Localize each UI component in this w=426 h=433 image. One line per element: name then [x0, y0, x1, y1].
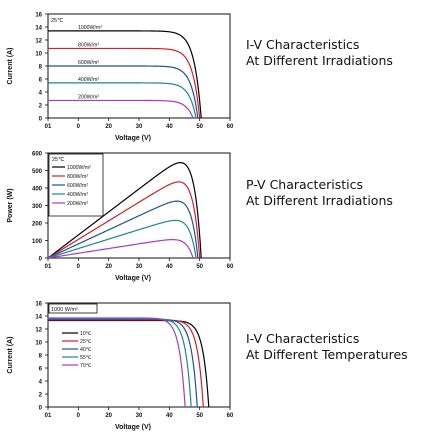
series-line-4 [48, 82, 197, 118]
x-tick-label: 01 [45, 413, 52, 419]
legend-label-5: 200W/m² [67, 201, 88, 207]
y-tick-label: 10 [35, 341, 42, 347]
series-line-5 [48, 239, 194, 258]
y-tick-label: 500 [32, 169, 43, 175]
legend-label-5: 70℃ [80, 363, 92, 369]
x-tick-label: 50 [196, 413, 203, 419]
series-line-5 [48, 317, 186, 407]
legend-label-1: 1000W/m² [67, 165, 91, 171]
caption-line-2: At Different Irradiations [246, 53, 393, 68]
x-tick-label: 50 [196, 124, 203, 130]
series-line-4 [48, 318, 192, 407]
x-tick-label: 40 [166, 413, 173, 419]
y-tick-label: 16 [35, 302, 42, 308]
series-label-3: 600W/m² [78, 60, 99, 66]
y-axis-label: Current (A) [7, 48, 14, 85]
series-line-3 [48, 200, 199, 258]
caption-iv-temperature: I-V Characteristics At Different Tempera… [246, 331, 408, 363]
legend-label-2: 800W/m² [67, 174, 88, 180]
series-line-5 [48, 99, 194, 118]
x-tick-label: 60 [227, 124, 234, 130]
legend-label-3: 600W/m² [67, 183, 88, 189]
series-label-1: 1000W/m² [78, 25, 102, 31]
y-tick-label: 14 [35, 315, 42, 321]
series-label-2: 800W/m² [78, 42, 99, 48]
caption-pv-irradiation: P-V Characteristics At Different Irradia… [246, 177, 393, 209]
y-tick-label: 2 [39, 104, 43, 110]
x-axis-label: Voltage (V) [115, 135, 151, 142]
caption-line-2: At Different Irradiations [246, 193, 393, 208]
caption-line-1: I-V Characteristics [246, 37, 360, 52]
x-tick-label: 0 [77, 124, 81, 130]
caption-line-1: P-V Characteristics [246, 177, 364, 192]
legend-label-3: 40℃ [80, 347, 92, 353]
x-tick-label: 01 [45, 124, 52, 130]
y-tick-label: 4 [39, 91, 43, 97]
y-tick-label: 14 [35, 26, 42, 32]
series-label-5: 200W/m² [78, 94, 99, 100]
legend-label-2: 25℃ [80, 339, 92, 345]
y-tick-label: 200 [32, 222, 43, 228]
y-tick-label: 12 [35, 39, 42, 45]
y-tick-label: 0 [39, 406, 43, 412]
x-tick-label: 20 [105, 413, 112, 419]
series-line-3 [48, 65, 199, 118]
x-axis-label: Voltage (V) [115, 275, 151, 282]
x-tick-label: 20 [105, 124, 112, 130]
series-label-4: 400W/m² [78, 77, 99, 83]
x-tick-label: 20 [105, 264, 112, 270]
y-tick-label: 16 [35, 13, 42, 19]
x-tick-label: 30 [136, 264, 143, 270]
caption-line-2: At Different Temperatures [246, 347, 408, 362]
x-tick-label: 40 [166, 124, 173, 130]
series-line-2 [48, 319, 204, 407]
y-tick-label: 400 [32, 187, 43, 193]
y-tick-label: 12 [35, 328, 42, 334]
x-tick-label: 0 [77, 413, 81, 419]
y-tick-label: 8 [39, 65, 43, 71]
legend-label-4: 400W/m² [67, 192, 88, 198]
y-tick-label: 0 [39, 257, 43, 263]
series-line-1 [48, 319, 210, 407]
caption-iv-irradiation: I-V Characteristics At Different Irradia… [246, 37, 393, 69]
annotation-box [48, 303, 98, 314]
y-axis-label: Power (W) [7, 188, 14, 222]
series-line-1 [48, 30, 202, 118]
series-line-2 [48, 47, 201, 118]
y-tick-label: 6 [39, 78, 43, 84]
y-tick-label: 2 [39, 393, 43, 399]
legend-label-1: 10℃ [80, 331, 92, 337]
x-tick-label: 30 [136, 124, 143, 130]
y-tick-label: 10 [35, 52, 42, 58]
y-tick-label: 8 [39, 354, 43, 360]
y-axis-label: Current (A) [7, 337, 14, 374]
y-tick-label: 600 [32, 152, 43, 158]
x-tick-label: 30 [136, 413, 143, 419]
x-tick-label: 60 [227, 413, 234, 419]
y-tick-label: 6 [39, 367, 43, 373]
annotation-temperature: 25℃ [52, 157, 65, 163]
series-line-2 [48, 181, 201, 258]
y-tick-label: 100 [32, 239, 43, 245]
y-tick-label: 4 [39, 380, 43, 386]
x-tick-label: 40 [166, 264, 173, 270]
annotation-irradiance: 1000 W/m² [51, 307, 78, 313]
x-tick-label: 0 [77, 264, 81, 270]
y-tick-label: 300 [32, 204, 43, 210]
annotation-temperature: 25℃ [51, 18, 64, 24]
y-tick-label: 0 [39, 117, 43, 123]
caption-line-1: I-V Characteristics [246, 331, 360, 346]
x-tick-label: 60 [227, 264, 234, 270]
legend-label-4: 55℃ [80, 355, 92, 361]
x-axis-label: Voltage (V) [115, 424, 151, 431]
series-line-1 [48, 162, 202, 258]
series-line-4 [48, 219, 197, 258]
series-line-3 [48, 318, 198, 407]
x-tick-label: 50 [196, 264, 203, 270]
x-tick-label: 01 [45, 264, 52, 270]
